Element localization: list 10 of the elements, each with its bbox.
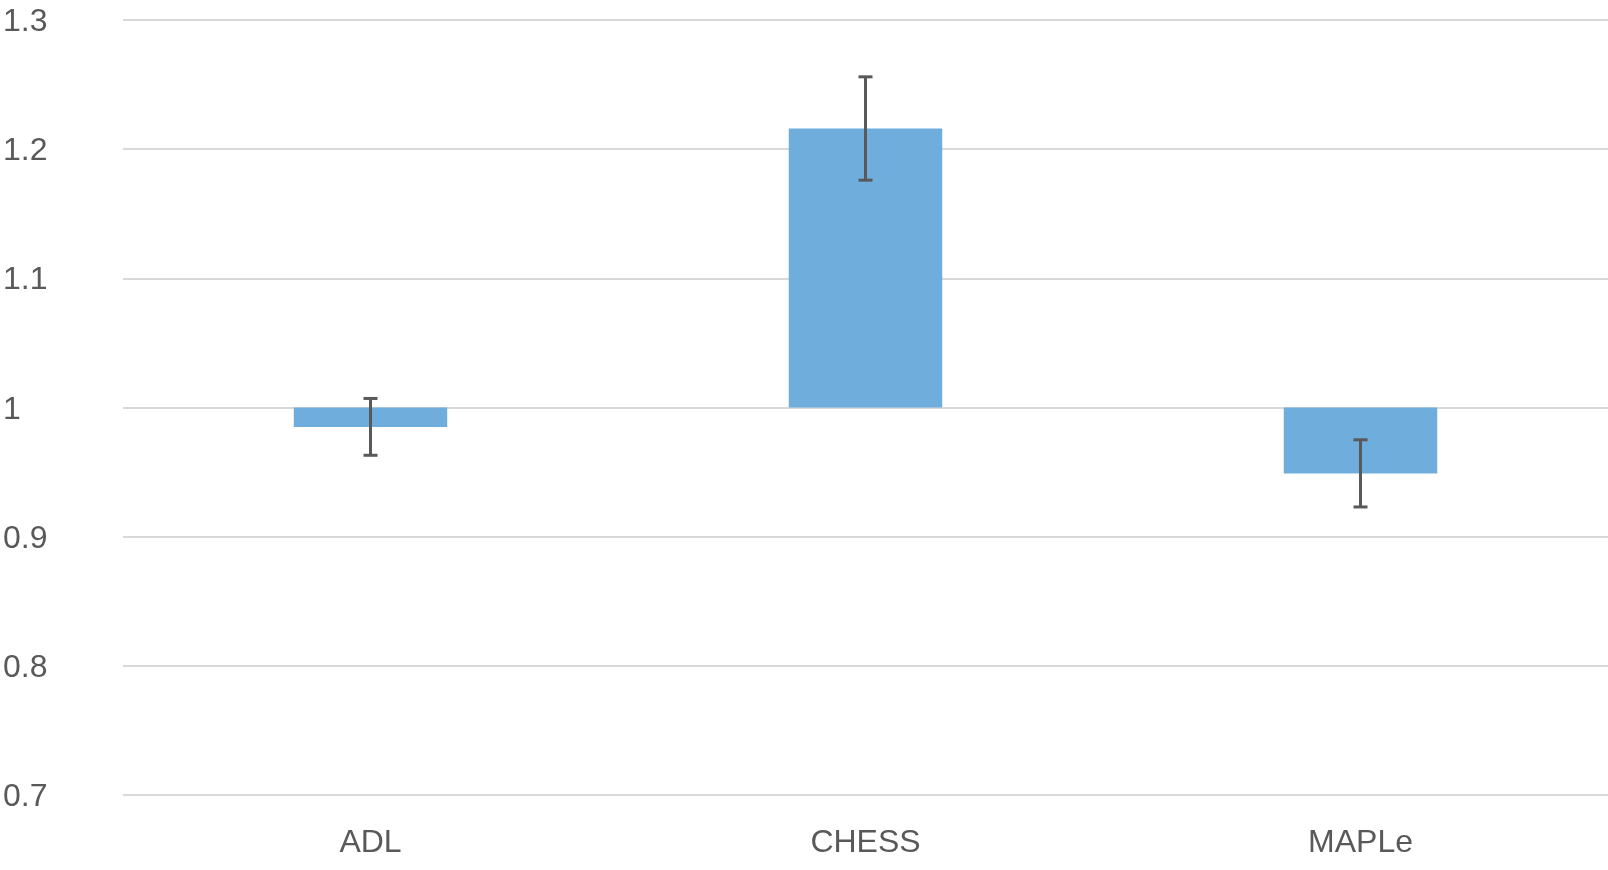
y-tick-label: 1.2 bbox=[3, 131, 48, 168]
y-tick-label: 1.1 bbox=[3, 260, 48, 297]
x-tick-label: CHESS bbox=[810, 823, 921, 859]
y-tick-label: 1.3 bbox=[3, 2, 48, 38]
y-tick-label: 0.9 bbox=[3, 518, 48, 555]
x-tick-label: ADL bbox=[339, 823, 402, 859]
y-tick-label: 0.7 bbox=[3, 777, 48, 813]
y-tick-label: 1 bbox=[3, 389, 21, 426]
y-tick-label: 0.8 bbox=[3, 647, 48, 684]
x-tick-label: MAPLe bbox=[1308, 823, 1413, 859]
